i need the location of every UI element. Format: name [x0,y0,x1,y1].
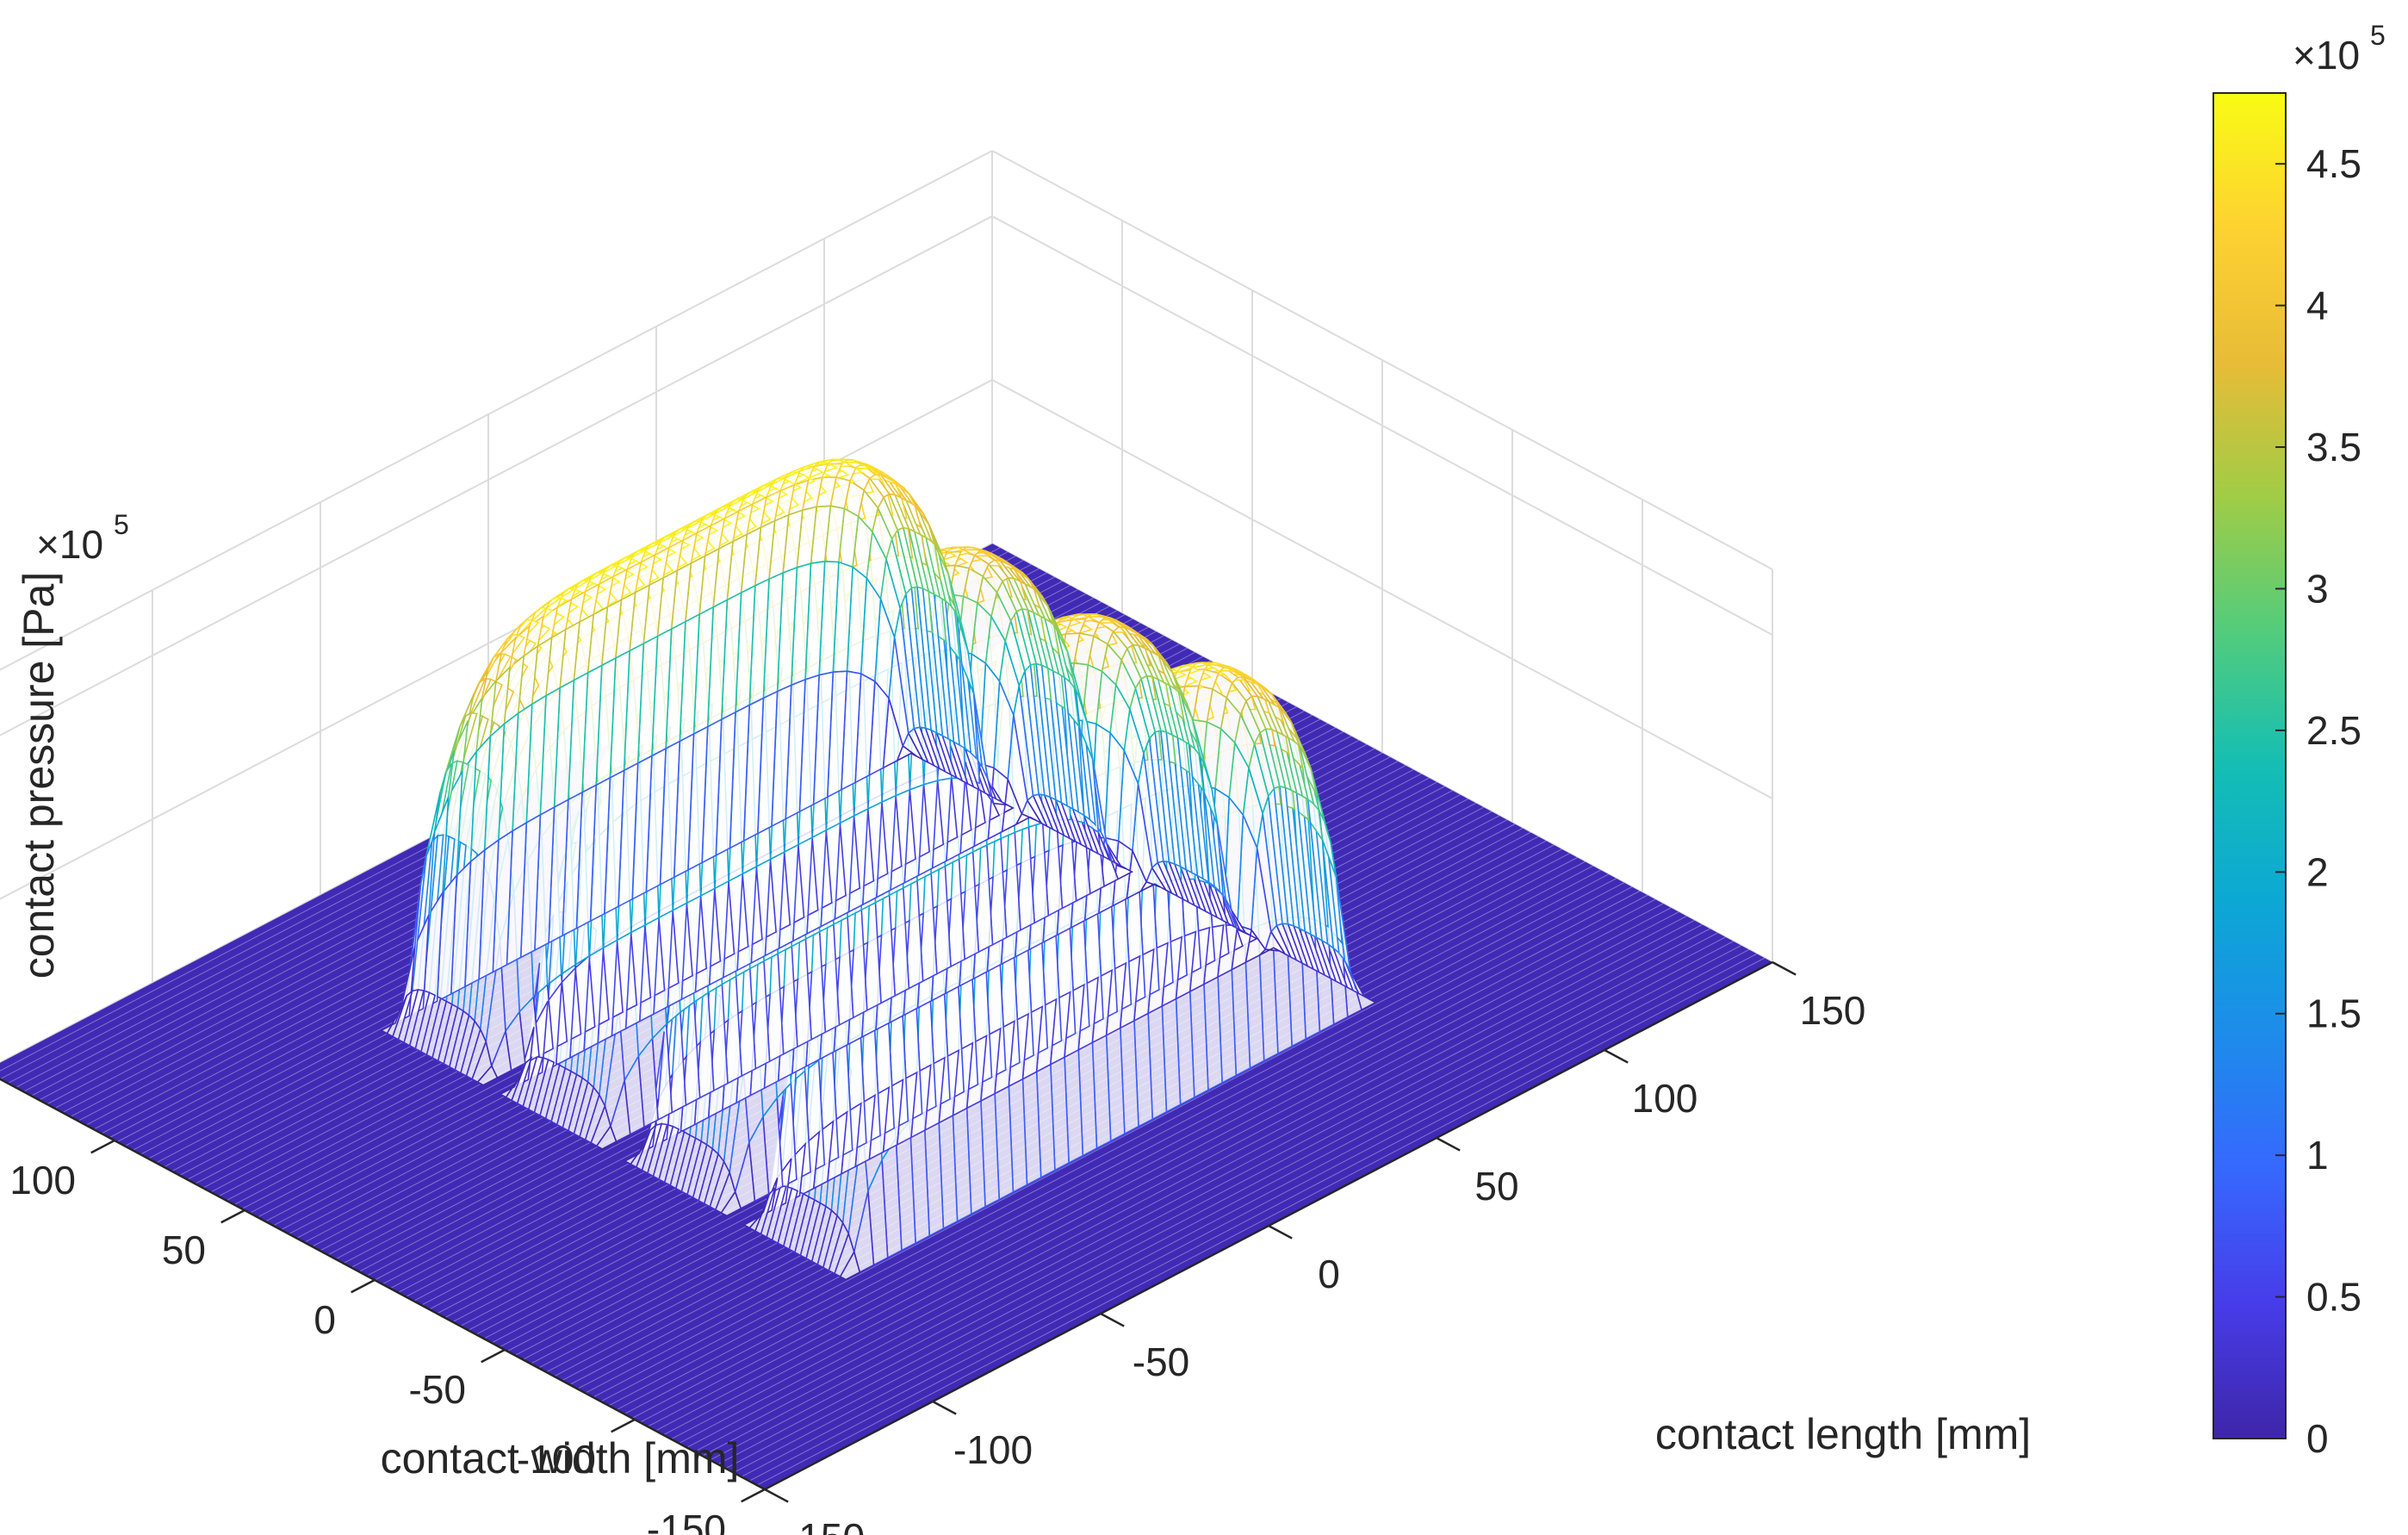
y-tick-mark [481,1348,506,1364]
floor-mesh-line [756,957,1766,1486]
x-tick-mark [1772,960,1797,976]
x-tick-label: -50 [1133,1339,1189,1384]
floor-mesh-line [710,932,1718,1461]
colorbar-tick-label: 3 [2306,566,2329,611]
surface-patch [623,1144,646,1165]
y-tick-label: -100 [517,1437,596,1482]
x-tick-label: -100 [953,1427,1033,1472]
floor-mesh-line [725,941,1734,1470]
surface-patch [742,1211,765,1229]
floor-mesh-line [631,890,1641,1419]
colorbar-exponent: ×10 5 [2293,20,2386,78]
grid-line-z-wall-back [0,215,993,736]
floor-mesh-line [741,948,1750,1477]
colorbar-gradient [2213,92,2287,1439]
x-tick-mark [764,1488,789,1503]
x-axis-label: contact length [mm] [1655,1410,2031,1458]
colorbar-tick-label: 2.5 [2306,708,2361,753]
colorbar-tick-label: 1 [2306,1133,2329,1178]
surface-patch [380,1008,402,1035]
colorbar-tick-label: 0 [2306,1416,2329,1461]
svg-text:×10: ×10 [2293,33,2360,78]
y-tick-label: 50 [162,1227,206,1272]
grid-line-top-side [991,150,1773,570]
y-axis-label: contact width [mm] [381,1434,740,1482]
colorbar-tick-label: 4 [2306,283,2329,328]
surface-patch [499,1076,521,1098]
colorbar-tick-label: 1.5 [2306,991,2361,1036]
floor-mesh-line [647,898,1656,1427]
svg-text:5: 5 [2370,20,2386,51]
x-tick-mark [1436,1136,1461,1152]
colorbar-tick-label: 3.5 [2306,425,2361,469]
y-tick-mark [741,1488,766,1503]
floor-mesh-line [717,936,1726,1465]
x-tick-mark [1604,1048,1629,1064]
tick-labels: -150-100-50050100150-150-100-50050100150… [9,960,1866,1535]
floor-mesh-line [679,916,1687,1444]
floor-mesh-line [702,928,1710,1457]
svg-text:5: 5 [114,509,129,540]
floor-mesh-line [694,923,1703,1452]
x-tick-label: 50 [1474,1164,1518,1209]
floor-mesh-line [616,882,1625,1411]
colorbar-tick-label: 0.5 [2306,1275,2361,1320]
colorbar: 0 0.5 1 1.5 2 2.5 3 3.5 4 4.5 ×10 5 [2213,20,2386,1461]
x-tick-label: 150 [1800,988,1866,1033]
y-tick-mark [611,1418,636,1433]
y-tick-mark [220,1209,245,1224]
svg-text:×10: ×10 [36,522,103,567]
x-tick-label: 0 [1318,1252,1340,1296]
floor-mesh-line [608,878,1617,1407]
grid-line-z-wall-side [991,215,1773,636]
y-tick-mark [90,1139,115,1154]
floor-mesh-line [655,903,1664,1432]
floor-mesh-line [686,919,1695,1448]
grid-line-z-wall-side [991,379,1773,799]
z-axis-exponent: ×10 5 [36,509,129,567]
x-tick-label: -150 [785,1515,865,1535]
floor-mesh-line [733,945,1741,1474]
floor-mesh-line [662,907,1672,1436]
colorbar-tick-label: 4.5 [2306,141,2361,186]
z-axis-label: contact pressure [Pa] [15,572,63,979]
y-tick-mark [351,1278,375,1294]
y-tick-label: -150 [647,1507,726,1535]
x-tick-label: 100 [1632,1076,1698,1121]
y-tick-label: 0 [313,1297,336,1342]
floor-mesh-line [671,911,1679,1440]
colorbar-ticks: 0 0.5 1 1.5 2 2.5 3 3.5 4 4.5 [2275,141,2361,1461]
x-tick-mark [1268,1224,1293,1240]
y-tick-label: 100 [9,1158,76,1203]
floor-mesh-line [639,894,1648,1423]
colorbar-tick-label: 2 [2306,849,2329,894]
floor-mesh-line [624,886,1633,1414]
grid-line-top-back [0,150,993,671]
x-tick-mark [1100,1312,1125,1327]
x-tick-mark [932,1400,957,1415]
floor-mesh-line [748,953,1758,1482]
pressure-surface [380,458,1377,1281]
y-tick-label: -50 [409,1367,466,1412]
